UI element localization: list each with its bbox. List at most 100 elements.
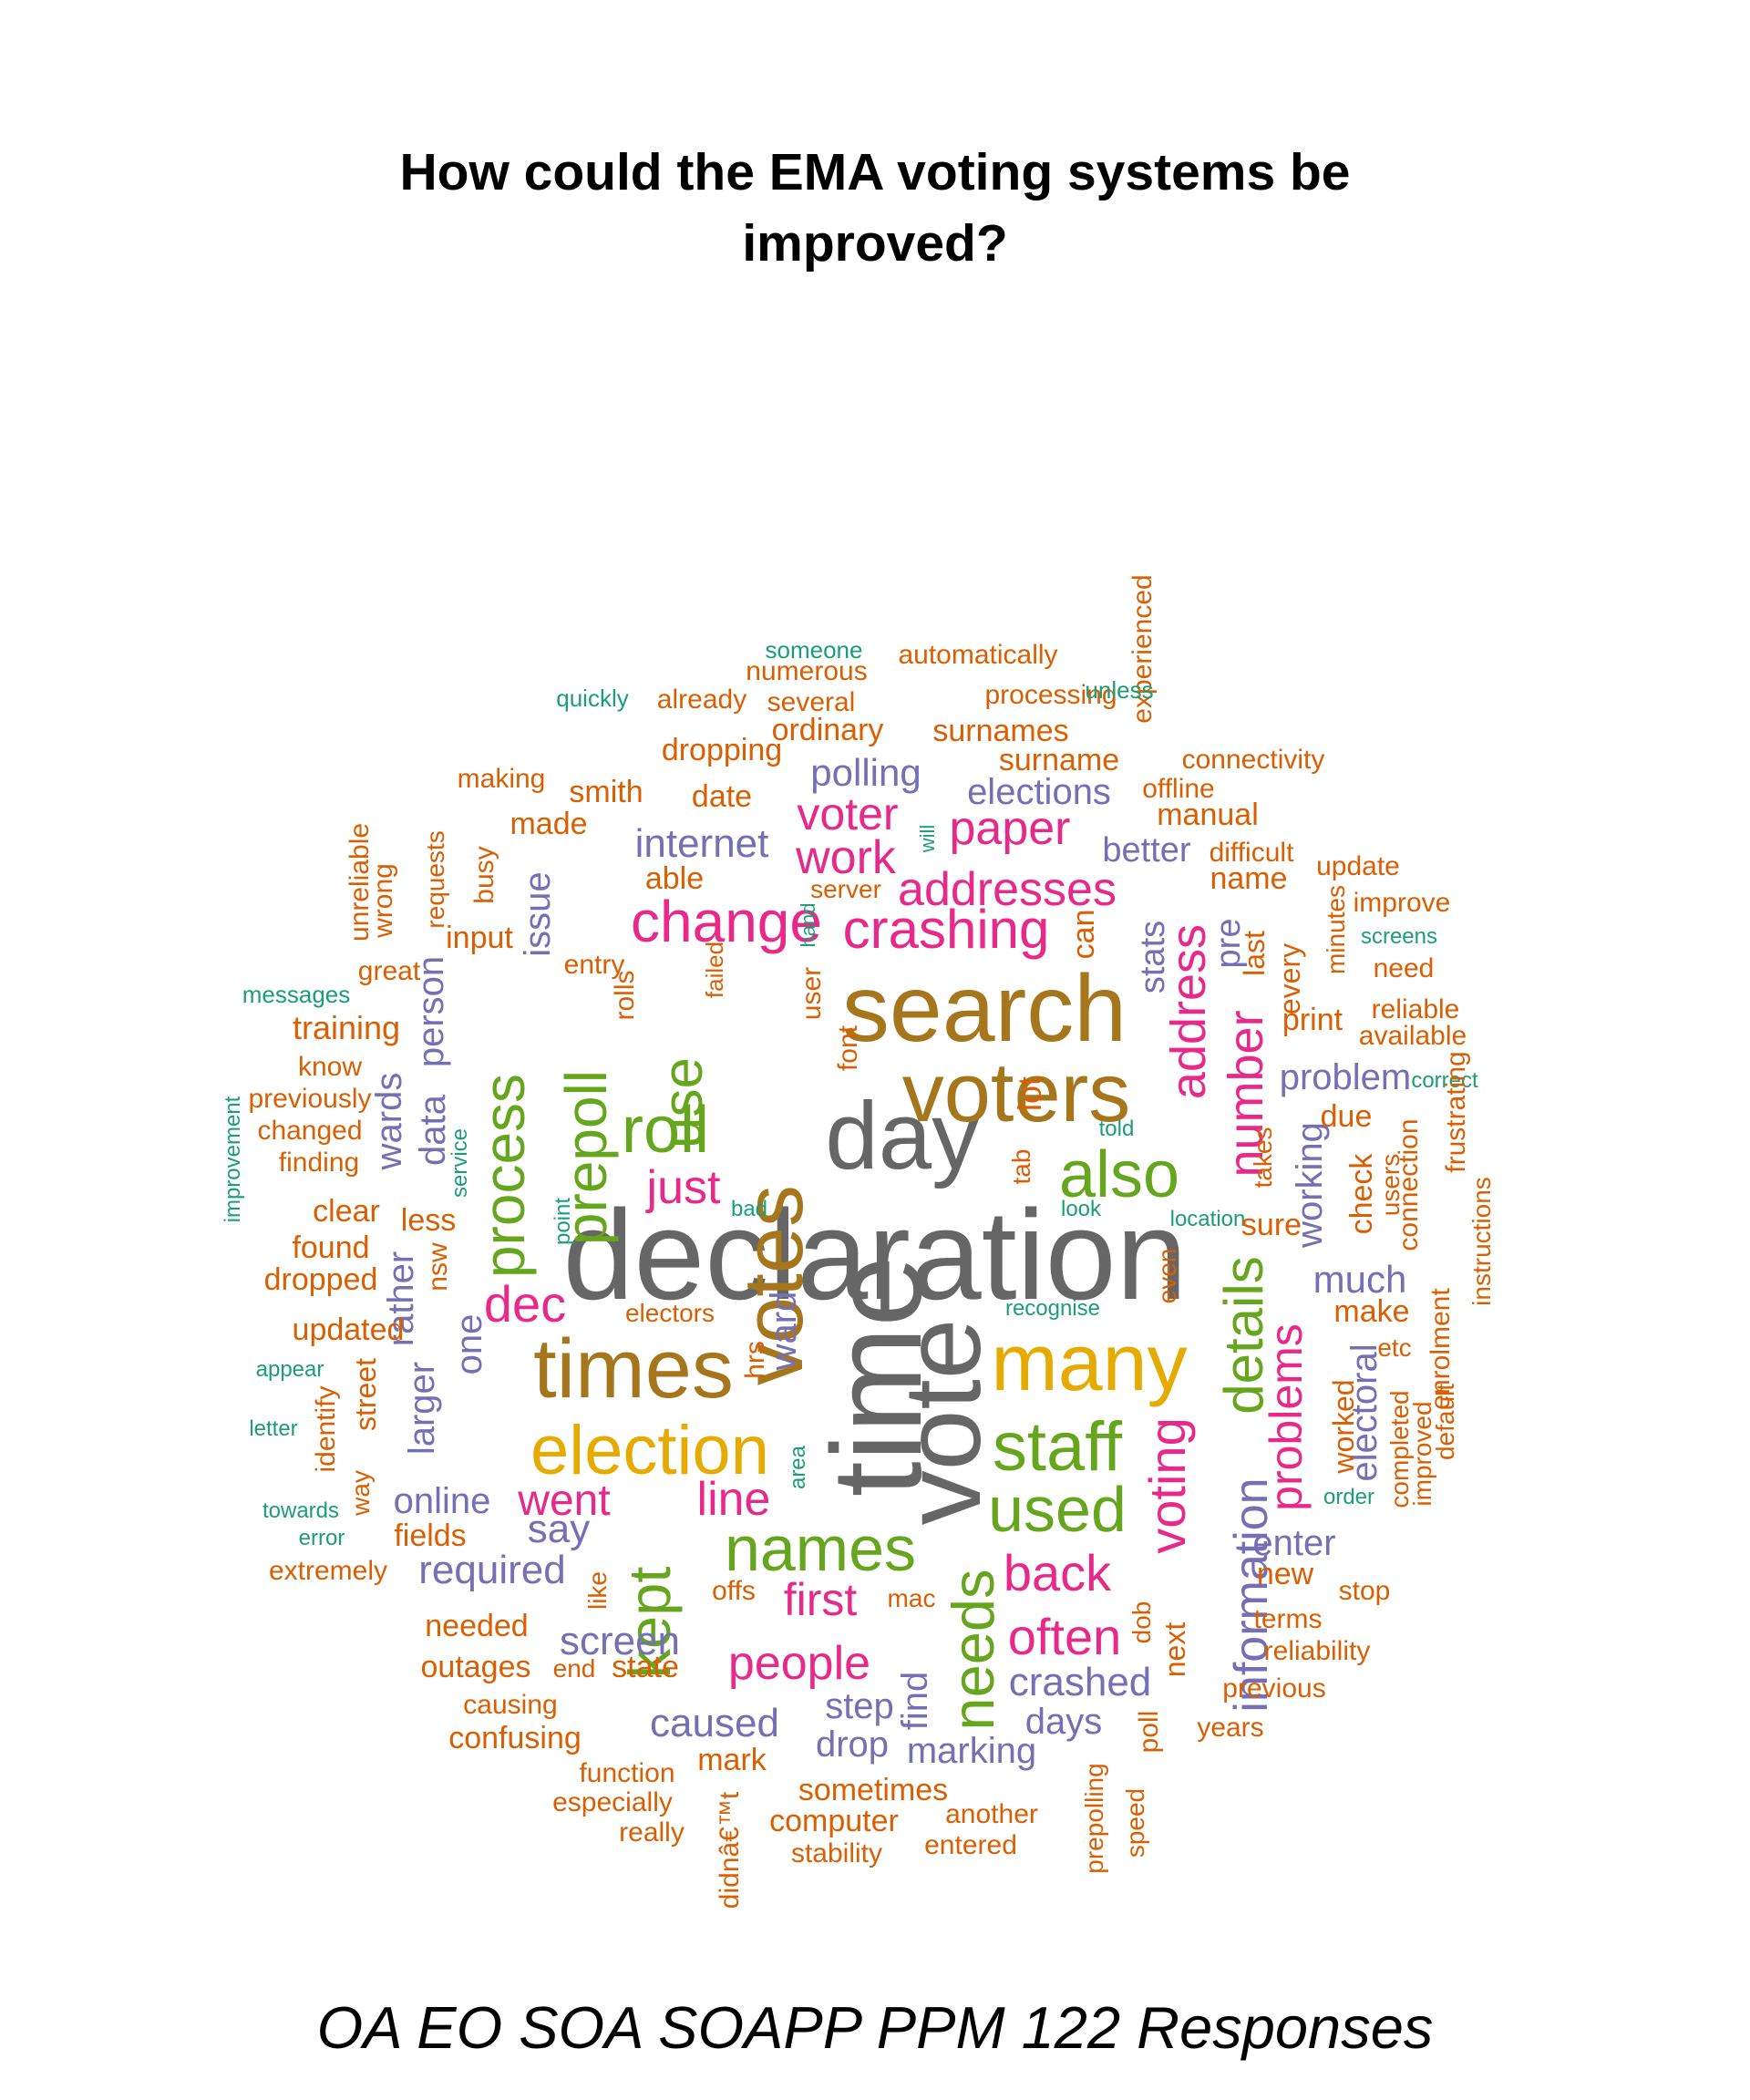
cloud-word-identify: identify — [311, 1385, 341, 1472]
cloud-word-updated: updated — [293, 1312, 405, 1347]
cloud-word-just: just — [645, 1161, 721, 1214]
cloud-word-marking: marking — [907, 1731, 1036, 1771]
cloud-word-back: back — [1004, 1544, 1112, 1601]
cloud-word-told: told — [1099, 1117, 1135, 1141]
cloud-word-bad: bad — [731, 1197, 767, 1221]
cloud-word-street: street — [349, 1358, 382, 1431]
cloud-word-time: time — [805, 1256, 948, 1497]
cloud-word-ward: ward — [764, 1292, 804, 1372]
cloud-word-one: one — [449, 1314, 489, 1375]
cloud-word-step: step — [825, 1686, 894, 1726]
cloud-word-appear: appear — [256, 1357, 324, 1382]
cloud-word-person: person — [411, 956, 451, 1067]
cloud-word-often: often — [1008, 1608, 1122, 1665]
cloud-word-ordinary: ordinary — [772, 713, 884, 747]
cloud-word-use: use — [652, 1057, 715, 1148]
cloud-word-instructions: instructions — [1467, 1177, 1496, 1306]
cloud-word-recognise: recognise — [1005, 1296, 1100, 1321]
cloud-word-previously: previously — [248, 1084, 371, 1114]
cloud-word-stability: stability — [791, 1838, 882, 1868]
cloud-word-kept: kept — [616, 1567, 683, 1679]
cloud-word-correct: correct — [1411, 1068, 1478, 1093]
cloud-word-default: default — [1431, 1384, 1459, 1460]
cloud-word-print: print — [1282, 1003, 1343, 1037]
page-title: How could the EMA voting systems be impr… — [0, 137, 1750, 279]
cloud-word-rolls: rolls — [610, 970, 640, 1020]
cloud-word-another: another — [945, 1799, 1038, 1829]
cloud-word-dec: dec — [484, 1275, 566, 1333]
cloud-word-required: required — [418, 1548, 565, 1592]
cloud-word-find: find — [895, 1672, 935, 1731]
cloud-word-work: work — [795, 831, 897, 884]
cloud-word-quickly: quickly — [556, 685, 628, 712]
cloud-word-voting: voting — [1138, 1417, 1196, 1553]
cloud-word-area: area — [786, 1445, 810, 1489]
cloud-word-day: day — [825, 1083, 980, 1189]
cloud-word-times: times — [533, 1323, 734, 1415]
cloud-word-letter: letter — [249, 1416, 297, 1441]
cloud-word-days: days — [1025, 1702, 1103, 1742]
cloud-word-towards: towards — [262, 1498, 339, 1523]
cloud-word-entry: entry — [564, 950, 625, 980]
cloud-word-great: great — [358, 956, 421, 986]
cloud-word-even: even — [1153, 1249, 1181, 1304]
cloud-word-change: change — [631, 889, 822, 954]
cloud-word-data: data — [413, 1094, 453, 1166]
cloud-word-electoral: electoral — [1344, 1343, 1385, 1481]
cloud-word-screen: screen — [560, 1619, 680, 1663]
cloud-word-offline: offline — [1142, 774, 1215, 804]
footer-caption: OA EO SOA SOAPP PPM 122 Responses — [316, 1994, 1434, 2061]
cloud-word-also: also — [1059, 1138, 1179, 1211]
cloud-word-declaration: declaration — [563, 1183, 1188, 1326]
cloud-word-reliability: reliability — [1264, 1636, 1371, 1666]
cloud-word-users: users — [1376, 1154, 1405, 1216]
cloud-word-entered: entered — [924, 1830, 1017, 1860]
cloud-word-improvement: improvement — [221, 1096, 245, 1222]
cloud-word-previous: previous — [1222, 1673, 1325, 1704]
cloud-word-hrs: hrs — [740, 1341, 770, 1379]
cloud-word-training: training — [293, 1009, 400, 1046]
cloud-word-automatically: automatically — [898, 640, 1057, 670]
cloud-word-especially: especially — [552, 1787, 673, 1817]
page-title-line-2: improved? — [742, 214, 1008, 273]
cloud-word-computer: computer — [769, 1804, 899, 1838]
cloud-word-speed: speed — [1121, 1788, 1149, 1858]
cloud-word-needed: needed — [425, 1609, 528, 1643]
cloud-word-available: available — [1359, 1021, 1467, 1051]
cloud-word-experienced: experienced — [1127, 574, 1158, 723]
cloud-word-know: know — [298, 1052, 362, 1082]
cloud-word-reliable: reliable — [1372, 994, 1460, 1024]
cloud-word-like: like — [583, 1571, 612, 1610]
cloud-word-details: details — [1213, 1256, 1274, 1414]
cloud-word-last: last — [1238, 931, 1271, 976]
cloud-word-tab: tab — [1007, 1149, 1035, 1185]
cloud-word-error: error — [299, 1526, 345, 1550]
cloud-word-terms: terms — [1254, 1604, 1323, 1634]
cloud-word-offs: offs — [712, 1576, 756, 1606]
cloud-word-making: making — [458, 764, 546, 794]
cloud-word-drop: drop — [816, 1724, 889, 1765]
cloud-word-date: date — [692, 779, 752, 814]
cloud-word-much: much — [1313, 1258, 1407, 1301]
cloud-word-crashed: crashed — [1009, 1660, 1152, 1704]
cloud-word-lot: lot — [1011, 1076, 1048, 1111]
cloud-word-already: already — [657, 685, 746, 715]
cloud-word-connection: connection — [1394, 1118, 1424, 1251]
cloud-word-improve: improve — [1354, 888, 1451, 918]
cloud-word-enter: enter — [1252, 1523, 1335, 1563]
cloud-word-online: online — [394, 1481, 491, 1521]
cloud-word-prepoll: prepoll — [553, 1070, 619, 1245]
cloud-word-enrolment: enrolment — [1426, 1288, 1456, 1410]
cloud-word-sometimes: sometimes — [798, 1773, 948, 1807]
cloud-word-dropping: dropping — [662, 733, 782, 767]
cloud-word-stats: stats — [1134, 921, 1172, 993]
cloud-word-smith: smith — [569, 775, 643, 809]
cloud-word-polling: polling — [810, 751, 921, 794]
cloud-word-check: check — [1344, 1153, 1379, 1235]
cloud-word-update: update — [1316, 851, 1400, 881]
cloud-word-surname: surname — [999, 743, 1119, 777]
cloud-word-function: function — [579, 1758, 674, 1788]
cloud-word-names: names — [725, 1513, 916, 1584]
cloud-word-font: font — [833, 1024, 863, 1071]
cloud-word-completed: completed — [1385, 1390, 1414, 1508]
